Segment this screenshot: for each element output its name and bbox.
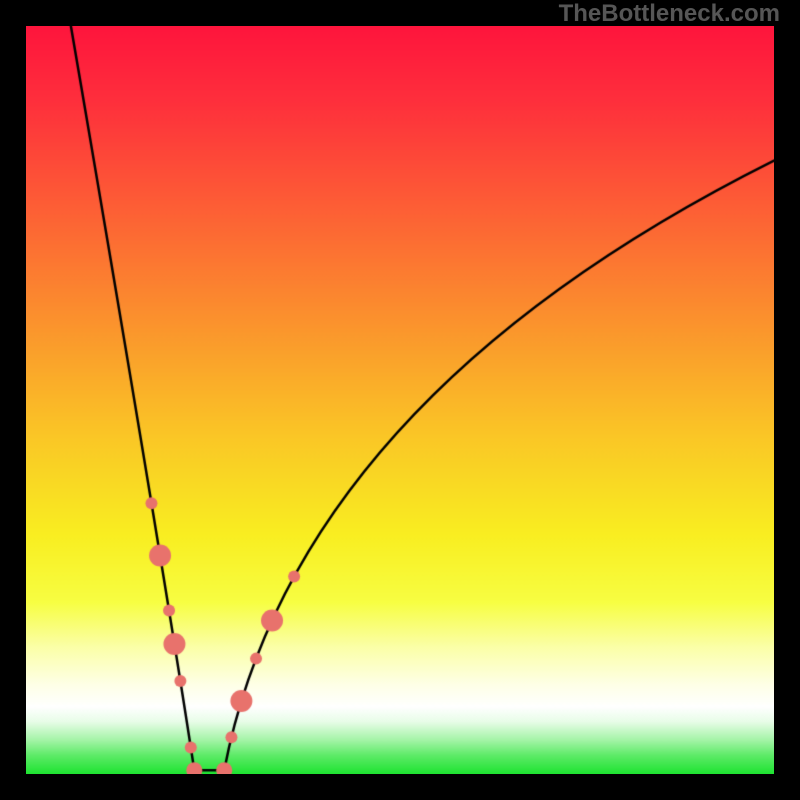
- watermark-text: TheBottleneck.com: [559, 0, 780, 28]
- chart-stage: TheBottleneck.com: [0, 0, 800, 800]
- plot-area: [26, 26, 774, 774]
- curve-markers: [26, 26, 774, 774]
